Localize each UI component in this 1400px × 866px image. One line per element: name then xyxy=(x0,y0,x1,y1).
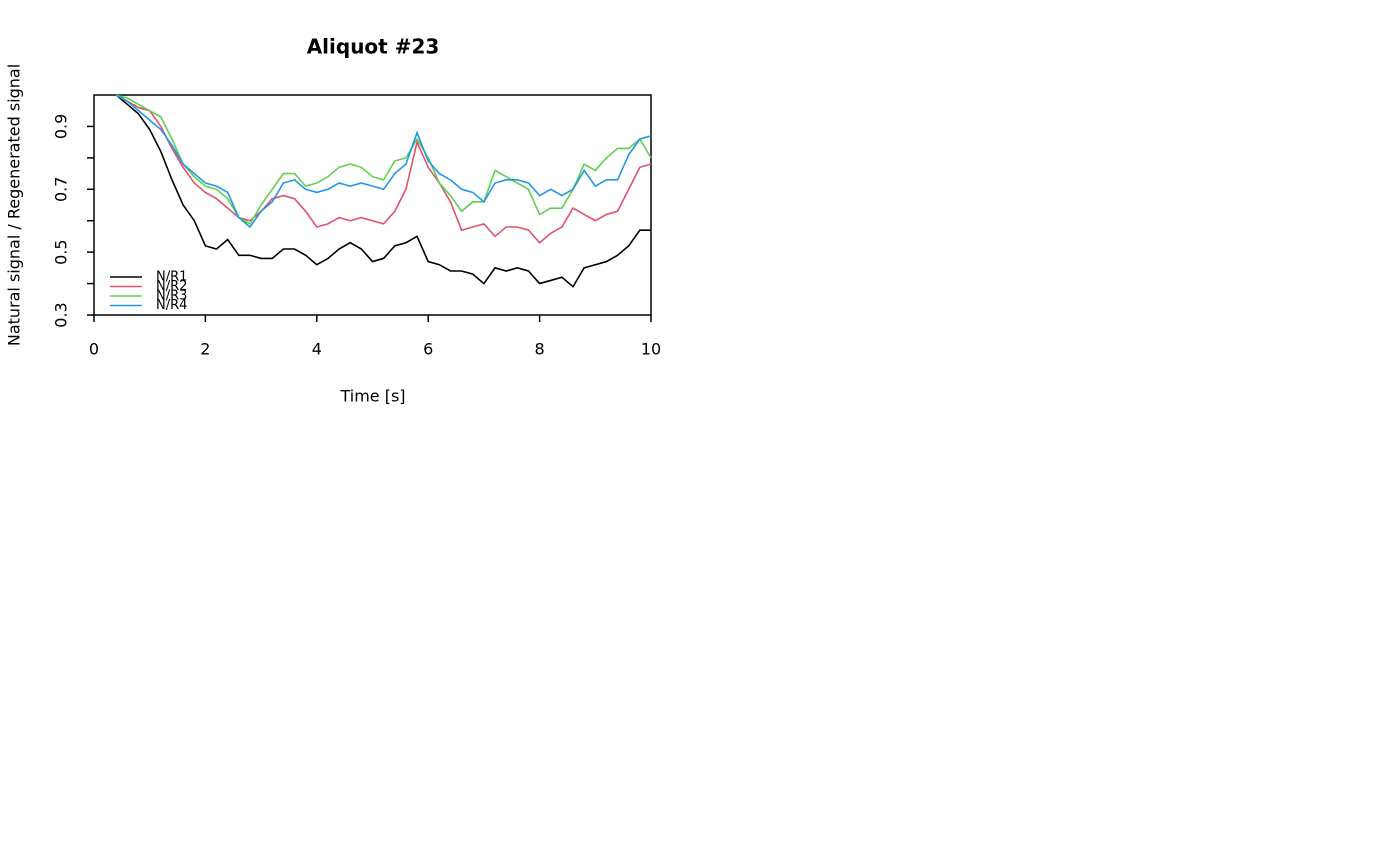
x-tick-label: 0 xyxy=(89,340,99,359)
legend-label: N/R4 xyxy=(156,298,187,313)
series-line xyxy=(115,94,651,288)
x-axis-label: Time [s] xyxy=(339,387,405,406)
plot-frame xyxy=(93,94,652,316)
series-line xyxy=(115,94,652,229)
y-tick-label: 0.7 xyxy=(52,177,71,202)
y-tick-label: 0.5 xyxy=(52,239,71,264)
chart-title: Aliquot #23 xyxy=(307,35,440,59)
y-tick-label: 0.9 xyxy=(52,114,71,139)
legend-label: N/R3 xyxy=(156,289,187,304)
x-tick-label: 8 xyxy=(535,340,545,359)
x-tick-label: 6 xyxy=(423,340,433,359)
series-line xyxy=(116,94,652,225)
x-tick-label: 2 xyxy=(200,340,210,359)
y-axis-label: Natural signal / Regenerated signal xyxy=(5,64,24,346)
y-tick-label: 0.3 xyxy=(52,302,71,327)
x-tick-label: 10 xyxy=(641,340,661,359)
x-tick-label: 4 xyxy=(312,340,322,359)
series-line xyxy=(115,94,652,244)
legend-label: N/R2 xyxy=(156,279,187,294)
legend-label: N/R1 xyxy=(156,270,187,285)
